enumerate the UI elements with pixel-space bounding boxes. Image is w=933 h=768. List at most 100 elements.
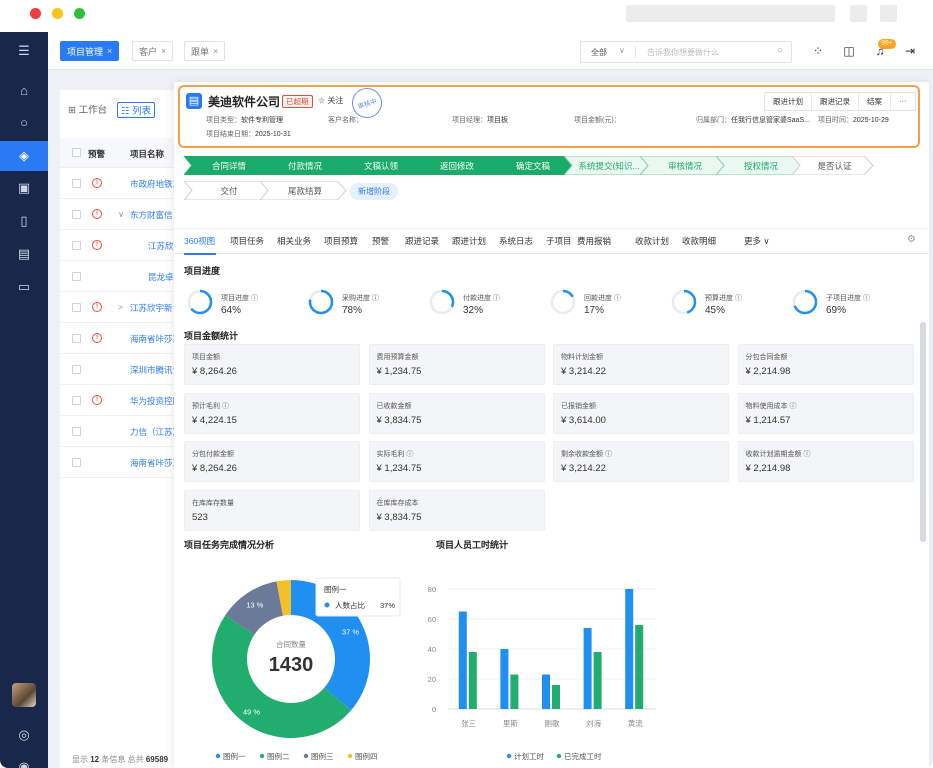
circle-icon[interactable]: ○ bbox=[20, 114, 28, 130]
nav-tab[interactable]: 更多 ∨ bbox=[744, 236, 770, 246]
layers-icon[interactable]: ◈ bbox=[0, 141, 48, 171]
home-icon[interactable]: ⌂ bbox=[20, 82, 28, 98]
project-name-link[interactable]: 华为投资控股 bbox=[130, 396, 182, 406]
project-name-link[interactable]: 江苏欣宇新 bbox=[130, 303, 173, 313]
list-item[interactable]: 深圳市腾讯计 bbox=[60, 354, 190, 385]
list-item[interactable]: ! 江苏欣宇 bbox=[60, 230, 190, 261]
list-item[interactable]: ! 市政府地铁工 bbox=[60, 168, 190, 199]
legend-label[interactable]: 图例二 bbox=[267, 751, 290, 761]
stage-done[interactable]: 文稿认领 bbox=[336, 156, 423, 175]
tab-project[interactable]: 项目管理 × bbox=[60, 41, 120, 61]
stage-done[interactable]: 付款情况 bbox=[260, 156, 347, 175]
nav-tab[interactable]: 360视图 bbox=[184, 236, 216, 246]
expand-icon[interactable]: ∨ bbox=[118, 209, 125, 219]
scrollbar[interactable] bbox=[920, 322, 926, 542]
select-all-checkbox[interactable] bbox=[72, 148, 81, 157]
legend-label[interactable]: 图例三 bbox=[311, 751, 334, 761]
legend-label[interactable]: 图例四 bbox=[355, 751, 378, 761]
nav-tab[interactable]: 收款明细 bbox=[682, 236, 717, 246]
stage-todo[interactable]: 是否认证 bbox=[792, 156, 874, 175]
row-checkbox[interactable] bbox=[72, 458, 81, 467]
legend-label[interactable]: 计划工时 bbox=[514, 751, 544, 761]
row-checkbox[interactable] bbox=[72, 303, 81, 312]
toolbar-button[interactable] bbox=[880, 5, 897, 22]
row-checkbox[interactable] bbox=[72, 241, 81, 250]
project-name-link[interactable]: 东方财富信 bbox=[130, 210, 173, 220]
stage-current[interactable]: 系统提交(知识... bbox=[564, 156, 651, 175]
stage-todo[interactable]: 交付 bbox=[184, 181, 271, 200]
row-checkbox[interactable] bbox=[72, 427, 81, 436]
avatar[interactable] bbox=[12, 683, 36, 707]
square-icon[interactable]: ▣ bbox=[17, 180, 31, 195]
bar-planned[interactable] bbox=[583, 628, 592, 709]
bell-icon[interactable]: ♫ bbox=[875, 44, 885, 58]
nav-tab[interactable]: 项目预算 bbox=[324, 236, 359, 246]
maximize-window-button[interactable] bbox=[74, 8, 85, 19]
nav-tab[interactable]: 跟进计划 bbox=[452, 236, 487, 246]
list-item[interactable]: 力信（江苏） bbox=[60, 416, 190, 447]
power-icon[interactable]: ◉ bbox=[18, 759, 30, 768]
row-checkbox[interactable] bbox=[72, 334, 81, 343]
list-item[interactable]: 昆龙卓越 bbox=[60, 261, 190, 292]
tab-customer[interactable]: 客户 × bbox=[132, 41, 174, 61]
list-item[interactable]: ! > 江苏欣宇新 bbox=[60, 292, 190, 323]
menu-icon[interactable]: ☰ bbox=[18, 43, 30, 58]
address-bar[interactable] bbox=[626, 5, 835, 22]
nav-tab[interactable]: 系统日志 bbox=[499, 236, 534, 246]
chart-icon[interactable]: ▤ bbox=[17, 246, 31, 261]
phone-icon[interactable]: ▯ bbox=[20, 213, 28, 228]
stage-current[interactable]: 审核情况 bbox=[640, 156, 727, 175]
toolbar-button[interactable] bbox=[850, 5, 867, 22]
bar-completed[interactable] bbox=[552, 685, 560, 709]
project-name-link[interactable]: 力信（江苏） bbox=[130, 427, 182, 437]
project-name-link[interactable]: 深圳市腾讯计 bbox=[130, 365, 182, 375]
legend-label[interactable]: 已完成工时 bbox=[564, 751, 602, 761]
project-name-link[interactable]: 海南省咔莎工 bbox=[130, 458, 182, 468]
view-list[interactable]: ☷ 列表 bbox=[117, 102, 156, 118]
legend-label[interactable]: 图例一 bbox=[223, 751, 246, 761]
project-name-link[interactable]: 昆龙卓越 bbox=[148, 272, 183, 282]
apps-icon[interactable]: ⁘ bbox=[812, 44, 824, 58]
stage-done[interactable]: 返回修改 bbox=[412, 156, 499, 175]
nav-tab[interactable]: 收款计划 bbox=[635, 236, 670, 246]
close-icon[interactable]: × bbox=[213, 46, 219, 56]
list-item[interactable]: ! 海南省咔莎工 bbox=[60, 323, 190, 354]
logout-icon[interactable]: ⇥ bbox=[904, 44, 916, 58]
follow-button[interactable]: ☆ 关注 bbox=[318, 96, 344, 105]
bar-planned[interactable] bbox=[500, 649, 509, 709]
list-item[interactable]: ! 华为投资控股 bbox=[60, 385, 190, 416]
pie-slice[interactable] bbox=[225, 581, 283, 635]
project-name-link[interactable]: 海南省咔莎工 bbox=[130, 334, 182, 344]
stage-done[interactable]: 确定文稿 bbox=[488, 156, 575, 175]
pie-slice[interactable] bbox=[276, 580, 291, 616]
chevron-down-icon[interactable]: ∨ bbox=[619, 46, 625, 55]
tab-order[interactable]: 跟单 × bbox=[184, 41, 226, 61]
stage-current[interactable]: 授权情况 bbox=[716, 156, 803, 175]
search-input[interactable]: 告诉我你想要做什么 bbox=[647, 48, 719, 57]
nav-tab[interactable]: 项目任务 bbox=[230, 236, 265, 246]
bar-planned[interactable] bbox=[625, 589, 634, 709]
project-name-link[interactable]: 市政府地铁工 bbox=[130, 179, 182, 189]
bar-planned[interactable] bbox=[542, 674, 550, 710]
more-button[interactable]: ··· bbox=[899, 96, 907, 105]
bar-completed[interactable] bbox=[510, 674, 519, 710]
stage-done[interactable]: 合同详情 bbox=[184, 156, 271, 175]
row-checkbox[interactable] bbox=[72, 210, 81, 219]
close-case-button[interactable]: 结案 bbox=[859, 93, 891, 110]
nav-tab[interactable]: 相关业务 bbox=[277, 236, 312, 246]
expand-icon[interactable]: > bbox=[118, 302, 123, 312]
close-window-button[interactable] bbox=[30, 8, 41, 19]
nav-tab[interactable]: 费用报销 bbox=[577, 236, 612, 246]
close-icon[interactable]: × bbox=[161, 46, 167, 56]
list-item[interactable]: ! ∨ 东方财富信 bbox=[60, 199, 190, 230]
follow-record-button[interactable]: 跟进记录 bbox=[812, 93, 859, 110]
nav-tab[interactable]: 跟进记录 bbox=[405, 236, 440, 246]
search-icon[interactable]: ○ bbox=[776, 45, 783, 56]
list-item[interactable]: 海南省咔莎工 bbox=[60, 447, 190, 478]
minimize-window-button[interactable] bbox=[52, 8, 63, 19]
row-checkbox[interactable] bbox=[72, 179, 81, 188]
row-checkbox[interactable] bbox=[72, 396, 81, 405]
pie-slice[interactable] bbox=[211, 615, 351, 738]
stage-todo[interactable]: 尾款结算 bbox=[260, 181, 347, 200]
close-icon[interactable]: × bbox=[107, 46, 113, 56]
